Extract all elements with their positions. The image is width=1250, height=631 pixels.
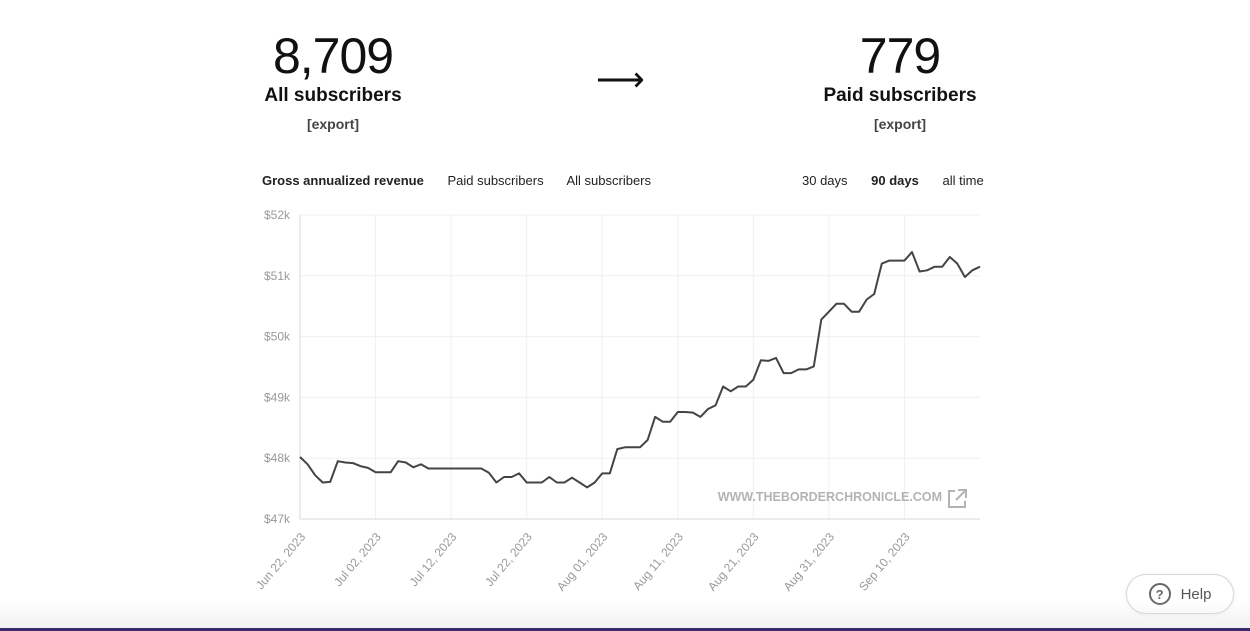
external-link-icon[interactable] <box>948 489 967 508</box>
y-tick-label: $47k <box>264 512 291 526</box>
arrow-right-icon: ⟶ <box>596 61 645 99</box>
tab-90-days[interactable]: 90 days <box>871 173 919 188</box>
help-label: Help <box>1180 585 1212 603</box>
paid-subscribers-stat: 779 Paid subscribers [export] <box>800 30 1000 132</box>
x-tick-label: Aug 21, 2023 <box>705 530 762 594</box>
y-axis-ticks: $47k $48k $49k $50k $51k $52k <box>264 208 291 526</box>
all-subscribers-stat: 8,709 All subscribers [export] <box>233 30 433 132</box>
chart-axes <box>299 215 980 520</box>
watermark-text: WWW.THEBORDERCHRONICLE.COM <box>718 490 942 504</box>
y-tick-label: $52k <box>264 208 291 222</box>
revenue-series-line <box>299 251 981 489</box>
export-all-subscribers-link[interactable]: [export] <box>306 116 360 132</box>
bottom-fade <box>0 600 1250 631</box>
tab-all-time[interactable]: all time <box>942 173 984 188</box>
tab-30-days[interactable]: 30 days <box>802 173 848 188</box>
x-tick-label: Aug 31, 2023 <box>781 530 838 594</box>
all-subscribers-label: All subscribers <box>264 85 402 106</box>
paid-subscribers-label: Paid subscribers <box>823 85 977 106</box>
x-tick-label: Aug 01, 2023 <box>554 530 611 594</box>
x-tick-label: Aug 11, 2023 <box>630 530 686 593</box>
x-tick-label: Jun 22, 2023 <box>253 530 309 592</box>
all-subscribers-count: 8,709 <box>272 28 394 84</box>
y-tick-label: $50k <box>264 330 291 344</box>
tab-gross-annualized-revenue[interactable]: Gross annualized revenue <box>262 173 424 188</box>
x-tick-label: Jul 02, 2023 <box>331 530 384 589</box>
y-tick-label: $49k <box>264 390 291 404</box>
metric-tabs: Gross annualized revenue Paid subscriber… <box>262 173 671 188</box>
bottom-accent-bar <box>0 628 1250 631</box>
x-tick-label: Jul 12, 2023 <box>407 530 460 589</box>
chart-grid <box>300 214 980 519</box>
x-tick-label: Sep 10, 2023 <box>856 530 913 594</box>
paid-subscribers-count: 779 <box>859 28 941 84</box>
tab-paid-subscribers[interactable]: Paid subscribers <box>447 173 544 188</box>
x-tick-label: Jul 22, 2023 <box>482 530 535 589</box>
y-tick-label: $51k <box>264 269 291 283</box>
range-tabs: 30 days 90 days all time <box>802 173 984 188</box>
tab-all-subscribers[interactable]: All subscribers <box>566 173 652 188</box>
y-tick-label: $48k <box>264 451 291 465</box>
x-axis-ticks: Jun 22, 2023 Jul 02, 2023 Jul 12, 2023 Jul … <box>253 530 913 594</box>
export-paid-subscribers-link[interactable]: [export] <box>873 116 927 132</box>
